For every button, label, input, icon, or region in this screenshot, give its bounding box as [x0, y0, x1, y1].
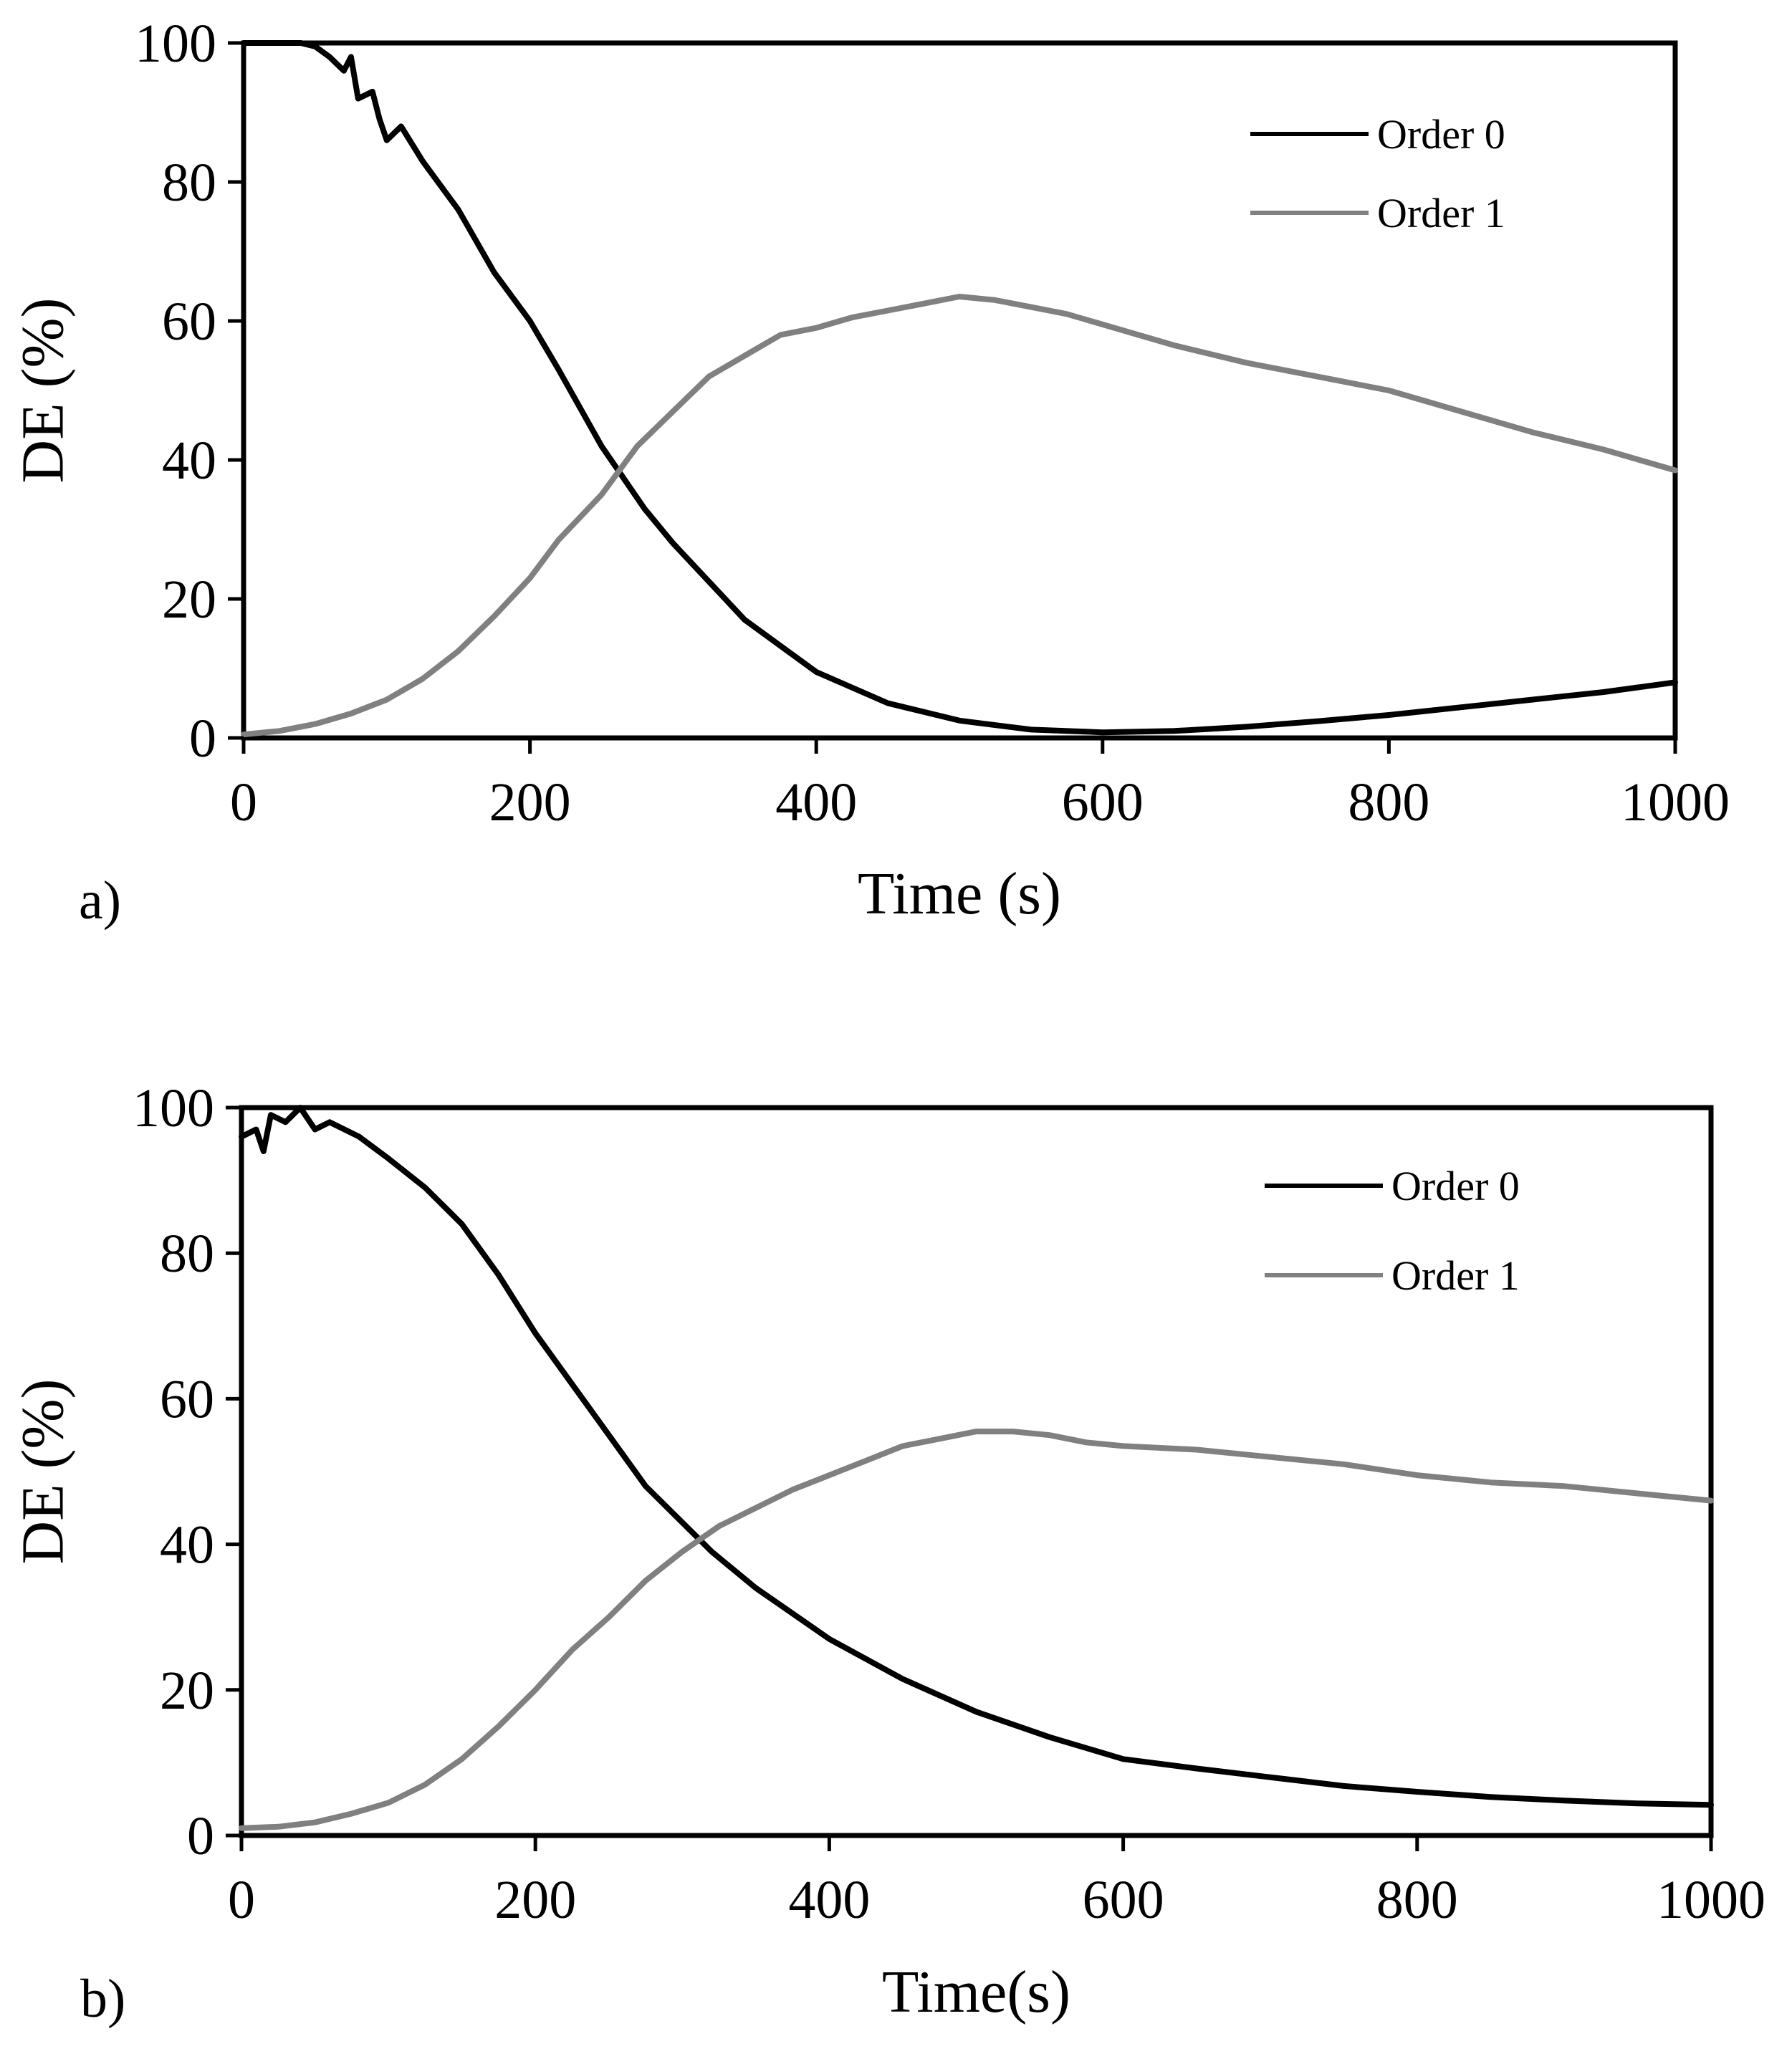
- plot-frame-b: [239, 1105, 1714, 1838]
- x-tick-label: 200: [489, 772, 571, 832]
- y-tick-label: 20: [160, 1661, 214, 1721]
- panel-a: 0 20 40 60 80 100 0 200 400 600 800 1000 DE (%) Ti…: [9, 14, 1730, 931]
- x-tick-label: 1000: [1621, 772, 1730, 832]
- x-ticks-b: 0 200 400 600 800 1000: [228, 1835, 1765, 1930]
- legend-label-order-0-b: Order 0: [1391, 1163, 1520, 1209]
- y-ticks-a: 0 20 40 60 80 100: [135, 14, 244, 769]
- series-line-order-0: [239, 1105, 1714, 1808]
- x-tick-label: 800: [1376, 1870, 1458, 1930]
- y-tick-label: 100: [133, 1078, 214, 1138]
- panel-label-a: a): [79, 870, 121, 931]
- y-tick-label: 60: [162, 292, 216, 352]
- y-tick-label: 20: [162, 570, 216, 630]
- y-axis-label-b: DE (%): [9, 1379, 76, 1565]
- legend-label-order-0-a: Order 0: [1377, 111, 1505, 158]
- x-tick-label: 600: [1062, 772, 1144, 832]
- x-axis-label-a: Time (s): [858, 860, 1061, 927]
- plot-frame-a: [241, 40, 1678, 741]
- y-ticks-b: 0 20 40 60 80 100: [133, 1078, 241, 1866]
- y-axis-label-a: DE (%): [9, 298, 76, 484]
- x-tick-label: 0: [230, 772, 257, 832]
- series-line-order-0: [241, 40, 1678, 736]
- legend-b: Order 0 Order 1: [1265, 1163, 1520, 1299]
- legend-label-order-1-b: Order 1: [1391, 1252, 1520, 1299]
- legend-label-order-1-a: Order 1: [1377, 190, 1505, 236]
- x-tick-label: 400: [788, 1870, 870, 1930]
- y-tick-label: 100: [135, 14, 216, 74]
- series-layer-b: [239, 1105, 1714, 1831]
- x-tick-label: 1000: [1657, 1870, 1765, 1930]
- series-line-order-1: [239, 1429, 1714, 1831]
- x-ticks-a: 0 200 400 600 800 1000: [230, 738, 1730, 832]
- x-tick-label: 400: [775, 772, 857, 832]
- x-tick-label: 600: [1083, 1870, 1164, 1930]
- x-axis-label-b: Time(s): [882, 1959, 1070, 2025]
- panel-label-b: b): [80, 1969, 125, 2029]
- y-tick-label: 60: [160, 1369, 214, 1429]
- y-tick-label: 40: [160, 1515, 214, 1575]
- y-tick-label: 0: [189, 709, 216, 769]
- y-tick-label: 80: [160, 1224, 214, 1284]
- panel-b: 0 20 40 60 80 100 0 200 400 600 800 1000 DE (%) Ti…: [9, 1078, 1765, 2029]
- y-tick-label: 0: [187, 1806, 214, 1866]
- x-tick-label: 200: [494, 1870, 576, 1930]
- x-tick-label: 0: [228, 1870, 255, 1930]
- legend-a: Order 0 Order 1: [1250, 111, 1505, 236]
- y-tick-label: 80: [162, 153, 216, 213]
- y-tick-label: 40: [162, 431, 216, 491]
- series-line-order-1: [241, 294, 1678, 738]
- x-tick-label: 800: [1348, 772, 1429, 832]
- series-layer-a: [241, 40, 1678, 738]
